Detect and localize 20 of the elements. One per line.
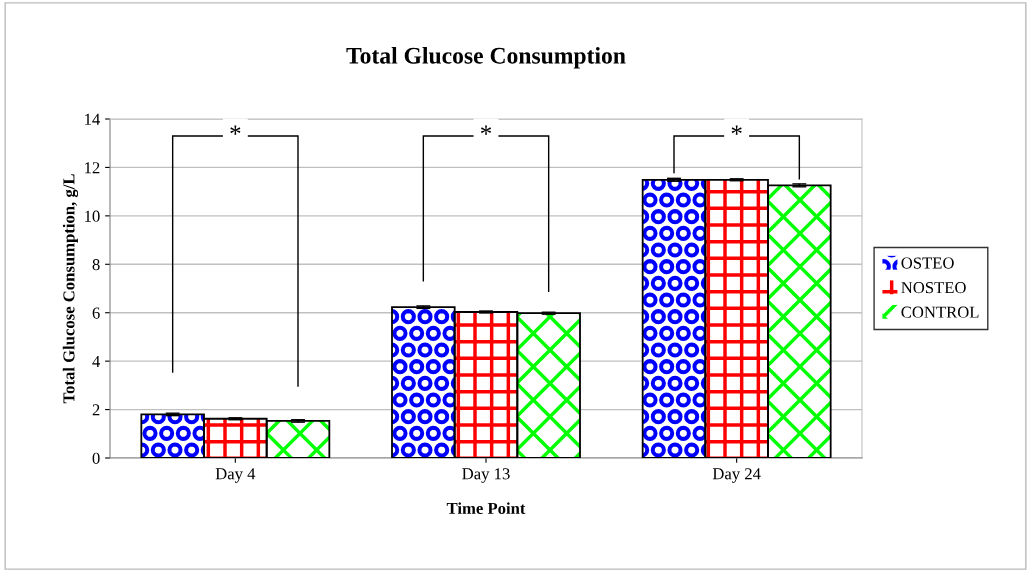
y-axis-title: Total Glucose Consumption, g/L bbox=[62, 174, 79, 404]
legend-label: OSTEO bbox=[901, 257, 954, 269]
x-tick-label: Day 24 bbox=[712, 468, 761, 483]
y-tick-label: 2 bbox=[92, 404, 100, 416]
y-tick-label: 10 bbox=[85, 210, 100, 222]
y-tick-label: 12 bbox=[85, 162, 100, 174]
y-tick-label: 6 bbox=[92, 307, 100, 319]
annotation: * bbox=[731, 125, 742, 135]
y-tick-label: 14 bbox=[85, 113, 101, 125]
x-tick-label: Day 4 bbox=[215, 468, 256, 483]
chart-title: Total Glucose Consumption bbox=[346, 47, 626, 69]
legend-label: NOSTEO bbox=[901, 282, 966, 294]
y-tick-label: 4 bbox=[92, 355, 101, 367]
legend-label: CONTROL bbox=[901, 306, 979, 318]
annotation: * bbox=[480, 125, 492, 135]
x-axis-title: Time Point bbox=[446, 502, 526, 515]
y-tick-label: 0 bbox=[92, 452, 100, 464]
y-tick-label: 8 bbox=[92, 258, 100, 271]
x-tick-label: Day 13 bbox=[462, 468, 510, 483]
annotation: * bbox=[230, 125, 241, 135]
